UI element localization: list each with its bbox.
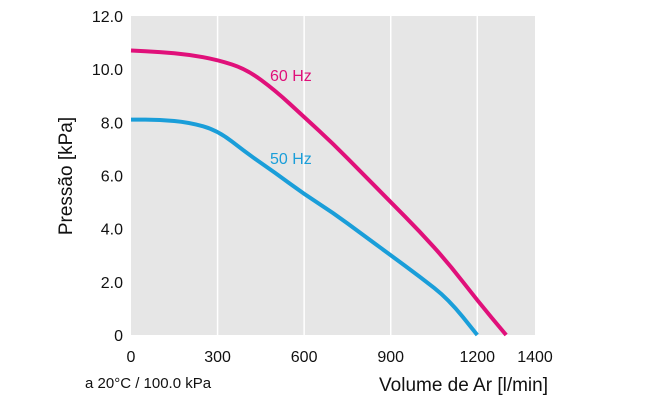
x-tick-label-0: 0 (127, 349, 136, 366)
y-tick-label-4.0: 4.0 (101, 222, 123, 239)
x-tick-label-1200: 1200 (459, 349, 495, 366)
y-tick-label-6.0: 6.0 (101, 169, 123, 186)
series-lines (130, 48, 508, 337)
series-labels: 60 Hz 50 Hz (270, 68, 312, 168)
series-line-60-hz (130, 48, 508, 337)
x-tick-label-1400: 1400 (517, 349, 553, 366)
y-tick-label-10.0: 10.0 (92, 62, 123, 79)
series-label-60-hz: 60 Hz (270, 68, 312, 85)
x-tick-label-600: 600 (291, 349, 318, 366)
y-tick-label-2.0: 2.0 (101, 275, 123, 292)
conditions-note: a 20°C / 100.0 kPa (85, 375, 212, 392)
y-axis-title: Pressão [kPa] (56, 117, 77, 235)
x-axis-title: Volume de Ar [l/min] (379, 375, 548, 396)
y-tick-label-8.0: 8.0 (101, 115, 123, 132)
x-tick-label-300: 300 (204, 349, 231, 366)
y-tick-label-0: 0 (114, 328, 123, 345)
series-label-50-hz: 50 Hz (270, 151, 312, 168)
x-tick-label-900: 900 (377, 349, 404, 366)
tick-labels: 0 300 600 900 1200 1400 0 2.0 4.0 6.0 8.0 10.0 12.0 (92, 9, 553, 366)
plot-area-background (131, 16, 535, 335)
grid-lines (216, 16, 479, 335)
series-line-50-hz (130, 117, 479, 337)
y-tick-label-12.0: 12.0 (92, 9, 123, 26)
